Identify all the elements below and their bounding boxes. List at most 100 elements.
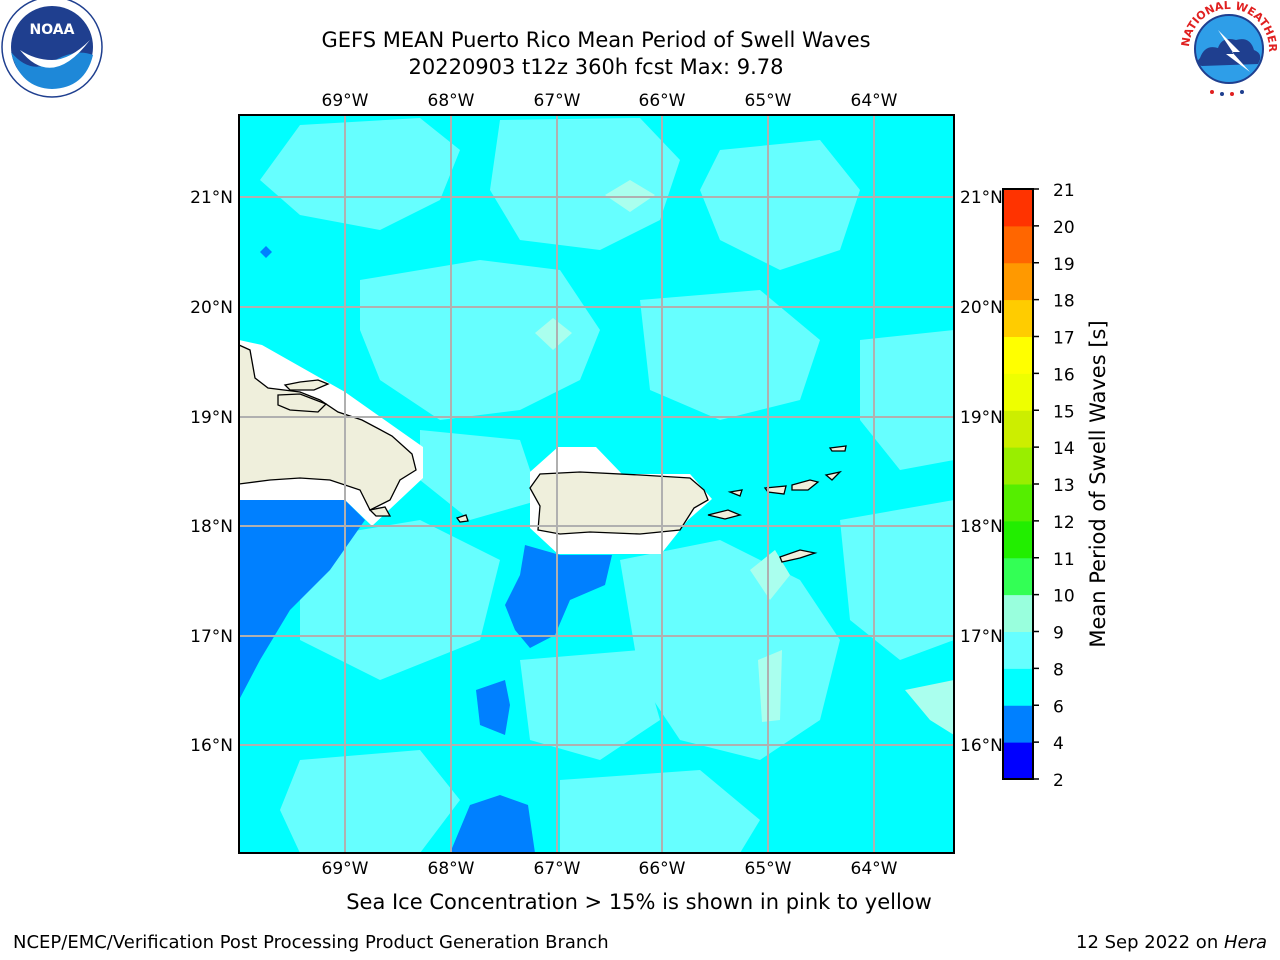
colorbar: 2 4 6 8 9 10 11 12 13 14 15 16 17 18 19 20 21 Mean Perio… <box>1002 181 1110 791</box>
lon-label-top: 68°W <box>428 91 475 111</box>
colorbar-tick-label: 8 <box>1053 660 1064 680</box>
land-island <box>368 506 392 517</box>
colorbar-tick-label: 18 <box>1053 292 1075 312</box>
field-4-6s-area <box>476 680 510 735</box>
colorbar-band <box>1003 705 1033 743</box>
colorbar-band <box>1003 631 1033 669</box>
land-hispaniola <box>239 344 417 511</box>
field-8-9s-area <box>700 140 860 270</box>
colorbar-tick-label: 19 <box>1053 255 1075 275</box>
colorbar-tick-label: 17 <box>1053 329 1075 349</box>
svg-text:NOAA: NOAA <box>30 22 75 38</box>
colorbar-tick-label: 12 <box>1053 513 1075 533</box>
swell-period-field <box>239 115 954 853</box>
land-island <box>779 549 818 563</box>
field-9-10s-area <box>905 680 954 735</box>
field-4-6s-area <box>450 795 535 853</box>
lon-label-top: 67°W <box>534 91 581 111</box>
colorbar-band <box>1003 189 1033 227</box>
footer-date: 12 Sep 2022 on Hera <box>1076 932 1267 953</box>
lon-label-top: 65°W <box>745 91 792 111</box>
colorbar-bands <box>1003 189 1033 780</box>
field-8-9s-area <box>490 118 680 250</box>
field-9-10s-area <box>535 318 572 350</box>
colorbar-band <box>1003 668 1033 706</box>
footer-credit: NCEP/EMC/Verification Post Processing Pr… <box>13 932 609 953</box>
lat-label-right: 21°N <box>960 188 1003 208</box>
colorbar-ticks: 2 4 6 8 9 10 11 12 13 14 15 16 17 18 19 20 21 <box>1033 181 1075 791</box>
colorbar-band <box>1003 262 1033 301</box>
lat-label-right: 17°N <box>960 627 1003 647</box>
colorbar-band <box>1003 225 1033 264</box>
colorbar-tick-label: 2 <box>1053 771 1064 791</box>
land-island <box>455 514 469 523</box>
colorbar-band <box>1003 742 1033 780</box>
gridlines <box>239 115 954 853</box>
field-8-9s-area <box>520 650 660 760</box>
field-4-6s-area <box>260 246 272 258</box>
lon-label-bottom: 67°W <box>534 859 581 879</box>
colorbar-tick-label: 11 <box>1053 550 1075 570</box>
footer-host: Hera <box>1223 932 1267 953</box>
noaa-logo: NOAA <box>1 0 103 98</box>
field-8-9s-area <box>260 118 460 230</box>
land-island <box>824 470 843 481</box>
footer-date-text: 12 Sep 2022 on <box>1076 932 1224 953</box>
map-subtitle: 20220903 t12z 360h fcst Max: 9.78 <box>408 55 784 79</box>
field-9-10s-area <box>750 550 790 600</box>
sea-ice-caption: Sea Ice Concentration > 15% is shown in … <box>346 890 932 914</box>
colorbar-band <box>1003 410 1033 448</box>
lat-label-left: 19°N <box>190 408 233 428</box>
colorbar-band <box>1003 484 1033 522</box>
colorbar-tick-label: 16 <box>1053 365 1075 385</box>
colorbar-tick-label: 10 <box>1053 587 1075 607</box>
map-frame <box>238 114 955 854</box>
lon-label-bottom: 69°W <box>322 859 369 879</box>
lat-label-left: 18°N <box>190 517 233 537</box>
field-8-9s-area <box>840 500 954 660</box>
field-8-9s-area <box>560 770 760 853</box>
lon-label-top: 66°W <box>639 91 686 111</box>
lat-label-right: 18°N <box>960 517 1003 537</box>
lon-label-top: 64°W <box>851 91 898 111</box>
lon-label-top: 69°W <box>322 91 369 111</box>
land <box>239 344 847 563</box>
lon-label-bottom: 66°W <box>639 859 686 879</box>
land-puerto-rico <box>529 471 709 535</box>
lat-label-left: 16°N <box>190 736 233 756</box>
colorbar-label: Mean Period of Swell Waves [s] <box>1086 320 1110 647</box>
colorbar-tick-label: 13 <box>1053 476 1075 496</box>
colorbar-band <box>1003 336 1033 374</box>
lon-label-bottom: 68°W <box>428 859 475 879</box>
colorbar-band <box>1003 373 1033 411</box>
colorbar-tick-label: 15 <box>1053 402 1075 422</box>
colorbar-tick-label: 9 <box>1053 624 1064 644</box>
field-9-10s-area <box>758 650 782 722</box>
field-4-6s-area <box>505 545 612 648</box>
lon-label-bottom: 65°W <box>745 859 792 879</box>
field-8-9s-area <box>620 540 840 760</box>
land-island <box>791 479 820 491</box>
land-island <box>727 489 743 497</box>
lat-label-left: 21°N <box>190 188 233 208</box>
field-4-6s-area <box>239 500 365 700</box>
land-island <box>283 379 330 391</box>
field-8-9s-area <box>860 330 954 470</box>
colorbar-band <box>1003 299 1033 337</box>
colorbar-tick-label: 21 <box>1053 181 1075 201</box>
colorbar-band <box>1003 520 1033 559</box>
colorbar-tick-label: 4 <box>1053 734 1064 754</box>
field-8-9s-area <box>640 290 820 420</box>
land-island <box>828 445 847 452</box>
colorbar-tick-label: 6 <box>1053 697 1064 717</box>
lat-label-right: 19°N <box>960 408 1003 428</box>
lat-label-left: 17°N <box>190 627 233 647</box>
colorbar-band <box>1003 594 1033 632</box>
colorbar-band <box>1003 447 1033 485</box>
map-title: GEFS MEAN Puerto Rico Mean Period of Swe… <box>321 28 871 52</box>
lat-label-right: 20°N <box>960 298 1003 318</box>
lat-label-right: 16°N <box>960 736 1003 756</box>
field-8-9s-area <box>360 260 600 420</box>
field-8-9s-area <box>280 750 460 853</box>
